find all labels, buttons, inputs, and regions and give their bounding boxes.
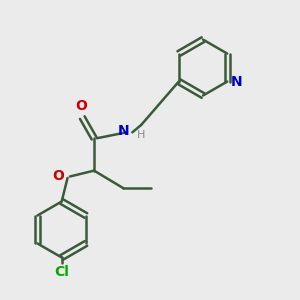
Text: Cl: Cl — [54, 265, 69, 279]
Text: N: N — [118, 124, 129, 138]
Text: N: N — [231, 74, 242, 88]
Text: H: H — [137, 130, 146, 140]
Text: O: O — [75, 99, 87, 113]
Text: O: O — [53, 169, 64, 184]
